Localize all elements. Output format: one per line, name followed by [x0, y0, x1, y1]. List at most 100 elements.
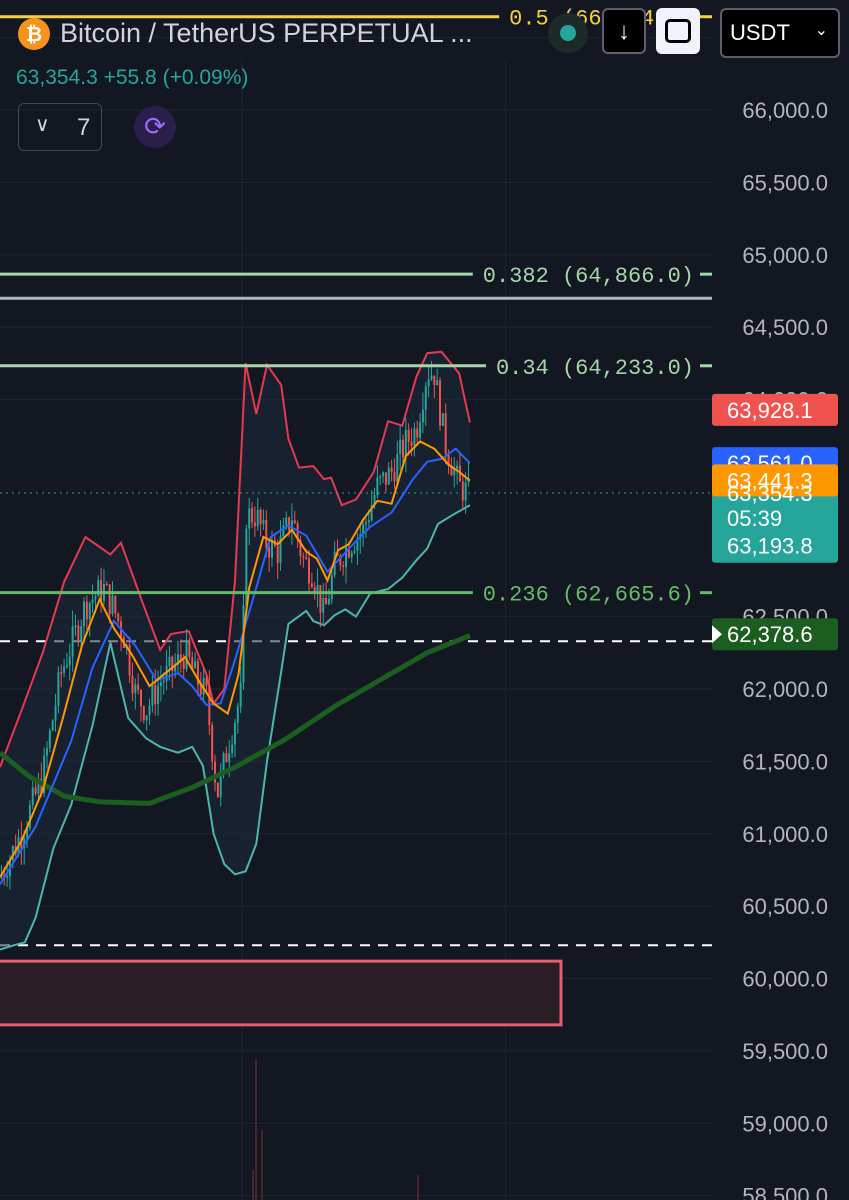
- legend-price: 63,354.3: [16, 66, 98, 89]
- candle-body: [342, 565, 345, 568]
- candle-body: [199, 684, 202, 695]
- candle-body: [450, 465, 453, 476]
- candle-body: [456, 465, 459, 470]
- candle-body: [427, 379, 430, 387]
- symbol-title[interactable]: Bitcoin / TetherUS PERPETUAL ...: [60, 18, 473, 48]
- candle-body: [339, 555, 342, 566]
- demand-zone[interactable]: [0, 959, 563, 1027]
- candle-body: [174, 664, 177, 672]
- candle-body: [196, 661, 199, 685]
- candle-body: [305, 557, 308, 560]
- fullscreen-button[interactable]: [656, 8, 700, 54]
- last-price-box: [712, 476, 838, 563]
- candle-body: [313, 587, 316, 593]
- price-label-box: [712, 464, 838, 497]
- candle-body: [265, 519, 268, 548]
- price-tick-label: 66,000.0: [742, 98, 828, 123]
- price-label-text: 05:39: [727, 506, 782, 531]
- candle-body: [48, 730, 51, 749]
- candle-body: [151, 684, 154, 706]
- candle-body: [376, 477, 379, 496]
- price-tick-label: 64,500.0: [742, 315, 828, 340]
- candle-body: [436, 380, 439, 386]
- candle-body: [430, 375, 433, 380]
- currency-value: USDT: [730, 20, 790, 45]
- ma-fast-line: [0, 440, 471, 878]
- candle-body: [310, 583, 313, 588]
- candle-body: [447, 453, 450, 466]
- candle-body: [433, 375, 436, 386]
- candle-body: [353, 550, 356, 553]
- candle-body: [299, 539, 302, 557]
- candle-body: [316, 585, 319, 593]
- candle-body: [88, 602, 91, 620]
- price-label-box: [712, 393, 838, 426]
- candle-body: [382, 472, 385, 477]
- candle-body: [51, 720, 54, 731]
- candle-body: [97, 579, 100, 597]
- candle-body: [128, 645, 131, 676]
- candle-body: [94, 596, 97, 600]
- fib-label: 0.236 (62,665.6): [483, 583, 694, 608]
- fullscreen-icon: [665, 19, 691, 43]
- candle-body: [288, 517, 291, 531]
- candle-body: [256, 509, 259, 527]
- candle-body: [85, 601, 88, 620]
- price-label-text: 63,441.3: [727, 468, 813, 493]
- candle-body: [347, 547, 350, 558]
- price-label-text: 63,928.1: [727, 398, 813, 423]
- candle-body: [105, 584, 108, 586]
- candle-body: [188, 640, 191, 658]
- price-tick-label: 59,500.0: [742, 1039, 828, 1064]
- candle-body: [83, 601, 86, 627]
- volume-bars: [252, 1060, 419, 1200]
- candles: [0, 360, 470, 890]
- candle-body: [228, 753, 231, 763]
- price-label-text: 63,193.8: [727, 534, 813, 559]
- candle-body: [282, 525, 285, 537]
- candle-body: [248, 508, 251, 529]
- candle-body: [80, 626, 83, 641]
- candle-body: [168, 656, 171, 667]
- candle-body: [410, 441, 413, 446]
- candle-body: [214, 761, 217, 783]
- candle-body: [253, 522, 256, 527]
- indicator-toggle-button[interactable]: ∨ 7: [18, 103, 102, 151]
- fib-label: 0.34 (64,233.0): [496, 356, 694, 381]
- candle-body: [219, 771, 222, 797]
- candle-body: [45, 748, 48, 756]
- candle-body: [91, 599, 94, 603]
- ma-mid-line: [0, 447, 471, 885]
- candle-body: [401, 439, 404, 458]
- download-button[interactable]: ↓: [602, 8, 646, 54]
- fib-levels[interactable]: 0.5 (66,644.4)0.382 (64,866.0)0.34 (64,2…: [0, 7, 712, 608]
- band-upper-line: [0, 350, 471, 768]
- candle-body: [26, 828, 29, 839]
- price-labels: 63,928.163,561.063,441.363,354.305:3963,…: [712, 393, 838, 651]
- candle-body: [57, 672, 60, 706]
- candle-body: [111, 595, 114, 615]
- price-axis[interactable]: 66,500.066,000.065,500.065,000.064,500.0…: [712, 26, 849, 1200]
- candle-body: [131, 675, 134, 694]
- bollinger-band: [0, 350, 471, 951]
- candle-body: [54, 705, 57, 721]
- candle-body: [268, 547, 271, 558]
- candle-body: [231, 744, 234, 754]
- candle-body: [379, 476, 382, 478]
- candle-body: [356, 538, 359, 551]
- candle-body: [325, 597, 328, 605]
- candle-body: [225, 753, 228, 763]
- bitcoin-icon: ₿: [18, 18, 50, 50]
- candle-body: [384, 472, 387, 485]
- sync-icon[interactable]: ⟳: [134, 106, 176, 148]
- candle-body: [37, 778, 40, 794]
- price-tick-label: 60,500.0: [742, 894, 828, 919]
- candle-body: [439, 380, 442, 426]
- candle-body: [364, 522, 367, 525]
- currency-select[interactable]: USDT ⌄: [720, 8, 840, 58]
- candle-body: [194, 661, 197, 669]
- candle-body: [6, 876, 9, 878]
- demand-zone-rect[interactable]: [0, 959, 563, 1027]
- price-tick-label: 61,500.0: [742, 749, 828, 774]
